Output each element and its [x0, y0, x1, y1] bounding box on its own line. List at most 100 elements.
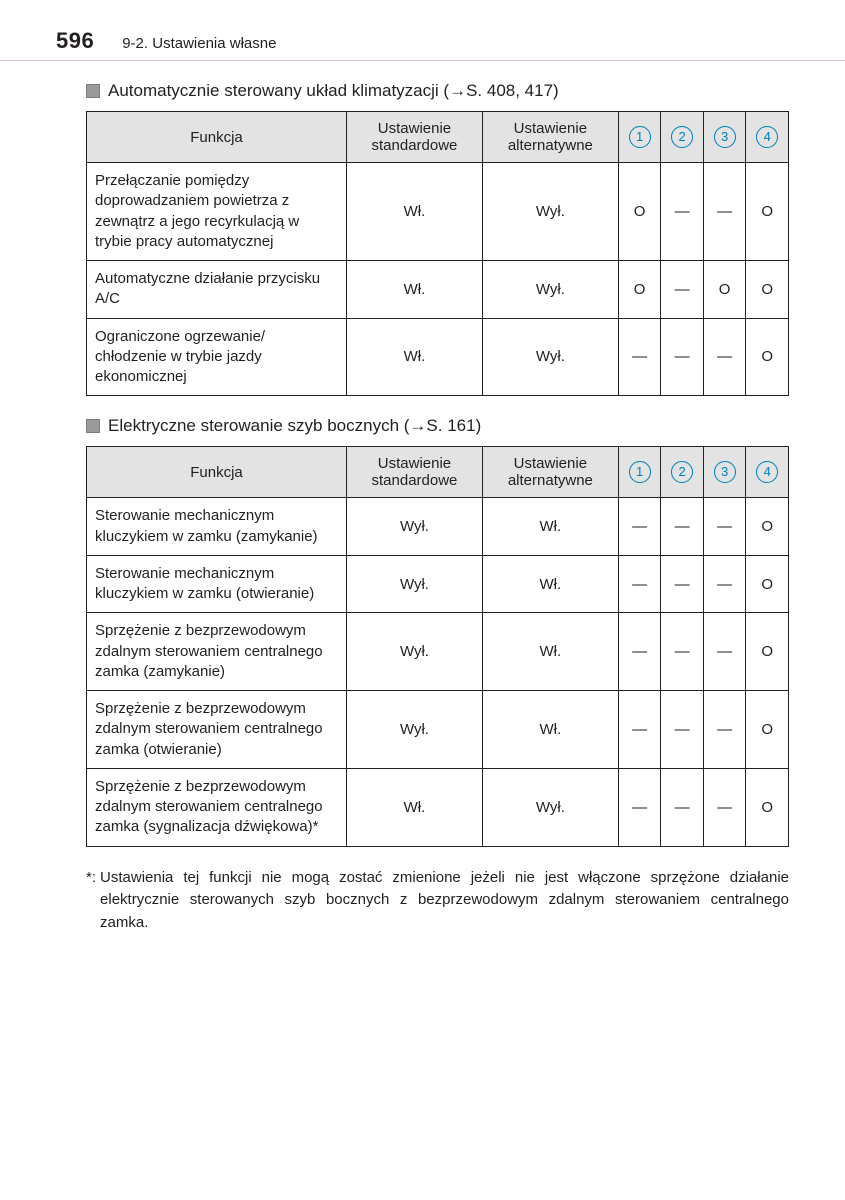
cell-mark: — [661, 555, 704, 613]
cell-alt: Wł. [482, 691, 618, 769]
cell-alt: Wł. [482, 498, 618, 556]
settings-table-climate: Funkcja Ustawienie standardowe Ustawieni… [86, 111, 789, 396]
cell-mark: O [703, 261, 746, 319]
circle-number-icon: 4 [756, 461, 778, 483]
page-content: Automatycznie sterowany układ klimatyzac… [86, 81, 789, 934]
cell-mark: O [746, 318, 789, 396]
cell-func: Sterowanie mechanicznym kluczykiem w zam… [87, 498, 347, 556]
cell-std: Wł. [347, 163, 483, 261]
cell-alt: Wł. [482, 613, 618, 691]
table-row: Przełączanie pomiędzy doprowadzaniem pow… [87, 163, 789, 261]
table-row: Sprzężenie z bezprzewodowym zdalnym ster… [87, 613, 789, 691]
cell-alt: Wył. [482, 768, 618, 846]
cell-std: Wył. [347, 691, 483, 769]
cell-alt: Wył. [482, 163, 618, 261]
cell-std: Wł. [347, 318, 483, 396]
table-row: Sprzężenie z bezprzewodowym zdalnym ster… [87, 768, 789, 846]
cell-mark: — [703, 163, 746, 261]
circle-number-icon: 2 [671, 126, 693, 148]
col-icon-4: 4 [746, 447, 789, 498]
cell-std: Wł. [347, 768, 483, 846]
circle-number-icon: 3 [714, 126, 736, 148]
table-row: Sprzężenie z bezprzewodowym zdalnym ster… [87, 691, 789, 769]
cell-mark: O [746, 261, 789, 319]
cell-mark: O [746, 613, 789, 691]
cell-std: Wł. [347, 261, 483, 319]
col-func: Funkcja [87, 447, 347, 498]
cell-func: Sprzężenie z bezprzewodowym zdalnym ster… [87, 613, 347, 691]
cell-mark: — [703, 318, 746, 396]
cell-mark: — [661, 163, 704, 261]
cell-mark: — [661, 613, 704, 691]
cell-mark: — [703, 498, 746, 556]
col-std: Ustawienie standardowe [347, 447, 483, 498]
cell-mark: O [746, 555, 789, 613]
cell-mark: O [618, 261, 661, 319]
cell-mark: — [661, 261, 704, 319]
col-icon-2: 2 [661, 447, 704, 498]
cell-mark: — [703, 768, 746, 846]
cell-alt: Wył. [482, 318, 618, 396]
cell-func: Przełączanie pomiędzy doprowadzaniem pow… [87, 163, 347, 261]
col-alt: Ustawienie alternatywne [482, 447, 618, 498]
section-title-pre: Elektryczne sterowanie szyb bocznych ( [108, 416, 409, 435]
cell-func: Sprzężenie z bezprzewodowym zdalnym ster… [87, 768, 347, 846]
footnote-text: Ustawienia tej funkcji nie mogą zostać z… [100, 867, 789, 935]
header-rule [0, 60, 845, 61]
section-title-ref: S. 408, 417 [466, 81, 553, 100]
cell-mark: — [618, 318, 661, 396]
table-row: Ograniczone ogrzewanie/ chłodzenie w try… [87, 318, 789, 396]
square-bullet-icon [86, 84, 100, 98]
cell-mark: — [661, 768, 704, 846]
square-bullet-icon [86, 419, 100, 433]
cell-mark: O [746, 691, 789, 769]
col-func: Funkcja [87, 112, 347, 163]
cell-mark: — [618, 768, 661, 846]
cell-mark: — [661, 498, 704, 556]
table-header-row: Funkcja Ustawienie standardowe Ustawieni… [87, 447, 789, 498]
arrow-icon: → [449, 81, 466, 100]
circle-number-icon: 2 [671, 461, 693, 483]
cell-std: Wył. [347, 498, 483, 556]
circle-number-icon: 4 [756, 126, 778, 148]
cell-mark: O [618, 163, 661, 261]
section-title-post: ) [553, 81, 559, 100]
footnote-mark: *: [86, 867, 96, 935]
section-title-climate: Automatycznie sterowany układ klimatyzac… [86, 81, 789, 101]
section-title-windows: Elektryczne sterowanie szyb bocznych (→S… [86, 416, 789, 436]
arrow-icon: → [409, 416, 426, 435]
cell-mark: O [746, 498, 789, 556]
cell-mark: O [746, 768, 789, 846]
cell-mark: — [618, 555, 661, 613]
cell-alt: Wył. [482, 261, 618, 319]
cell-func: Automatyczne działanie przycisku A/C [87, 261, 347, 319]
table-header-row: Funkcja Ustawienie standardowe Ustawieni… [87, 112, 789, 163]
cell-mark: O [746, 163, 789, 261]
cell-std: Wył. [347, 555, 483, 613]
table-row: Sterowanie mechanicznym kluczykiem w zam… [87, 498, 789, 556]
col-icon-1: 1 [618, 447, 661, 498]
cell-mark: — [703, 691, 746, 769]
col-icon-2: 2 [661, 112, 704, 163]
cell-func: Sterowanie mechanicznym kluczykiem w zam… [87, 555, 347, 613]
cell-mark: — [618, 691, 661, 769]
cell-func: Sprzężenie z bezprzewodowym zdalnym ster… [87, 691, 347, 769]
cell-mark: — [703, 613, 746, 691]
col-std: Ustawienie standardowe [347, 112, 483, 163]
footnote: *: Ustawienia tej funkcji nie mogą zosta… [86, 867, 789, 935]
cell-mark: — [661, 691, 704, 769]
cell-func: Ograniczone ogrzewanie/ chłodzenie w try… [87, 318, 347, 396]
cell-mark: — [661, 318, 704, 396]
section-title-pre: Automatycznie sterowany układ klimatyzac… [108, 81, 449, 100]
col-icon-4: 4 [746, 112, 789, 163]
circle-number-icon: 3 [714, 461, 736, 483]
table-row: Automatyczne działanie przycisku A/C Wł.… [87, 261, 789, 319]
page-header: 596 9-2. Ustawienia własne [56, 28, 789, 54]
page-number: 596 [56, 28, 94, 54]
section-title-post: ) [476, 416, 482, 435]
section-title-ref: S. 161 [426, 416, 475, 435]
chapter-label: 9-2. Ustawienia własne [122, 35, 276, 52]
col-alt: Ustawienie alternatywne [482, 112, 618, 163]
cell-mark: — [618, 613, 661, 691]
cell-mark: — [703, 555, 746, 613]
